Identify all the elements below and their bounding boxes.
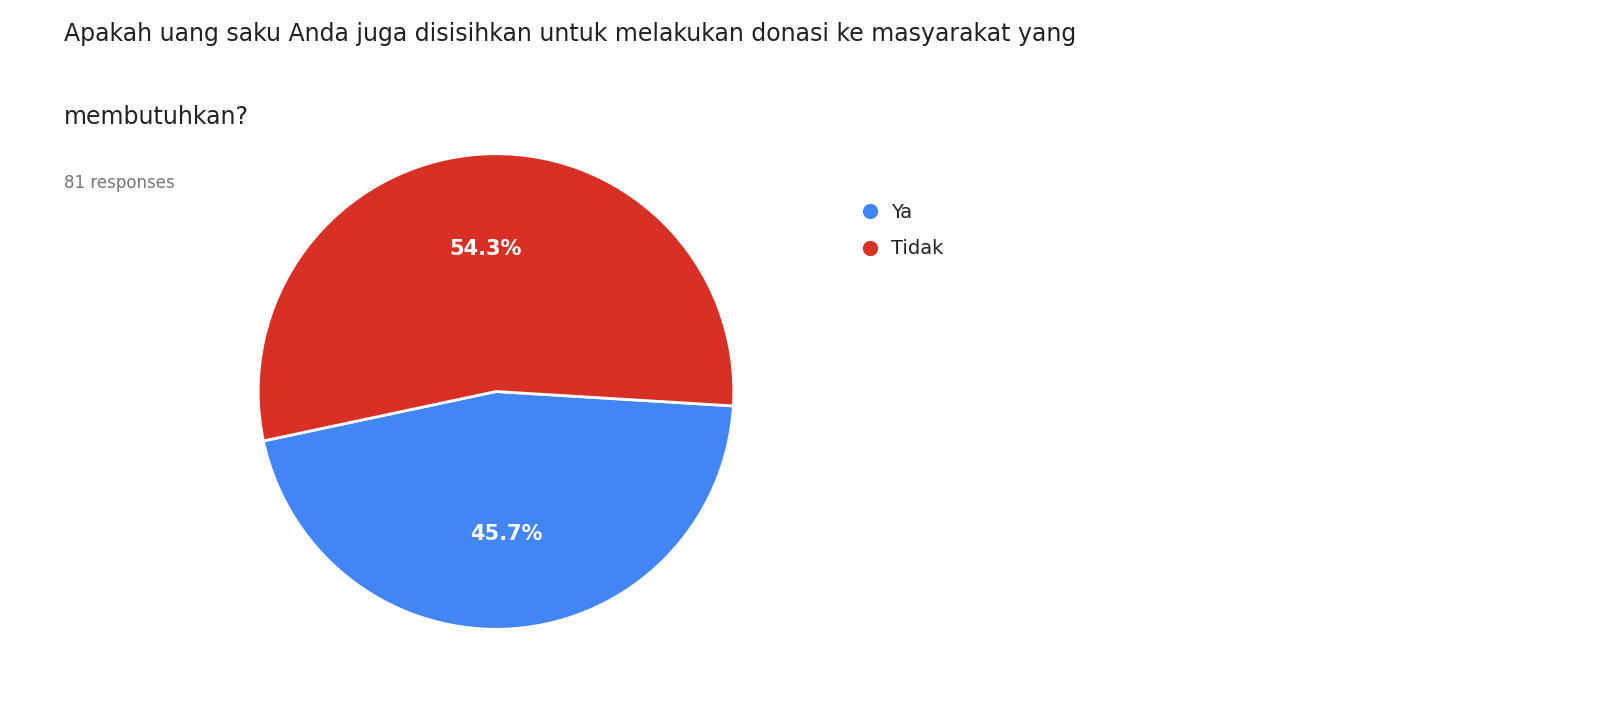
Text: 81 responses: 81 responses bbox=[64, 174, 174, 192]
Text: Apakah uang saku Anda juga disisihkan untuk melakukan donasi ke masyarakat yang: Apakah uang saku Anda juga disisihkan un… bbox=[64, 22, 1077, 46]
Text: 45.7%: 45.7% bbox=[470, 523, 542, 544]
Text: membutuhkan?: membutuhkan? bbox=[64, 105, 250, 129]
Wedge shape bbox=[258, 154, 734, 441]
Wedge shape bbox=[264, 392, 733, 629]
Text: 54.3%: 54.3% bbox=[450, 239, 522, 260]
Legend: Ya, Tidak: Ya, Tidak bbox=[851, 193, 954, 268]
